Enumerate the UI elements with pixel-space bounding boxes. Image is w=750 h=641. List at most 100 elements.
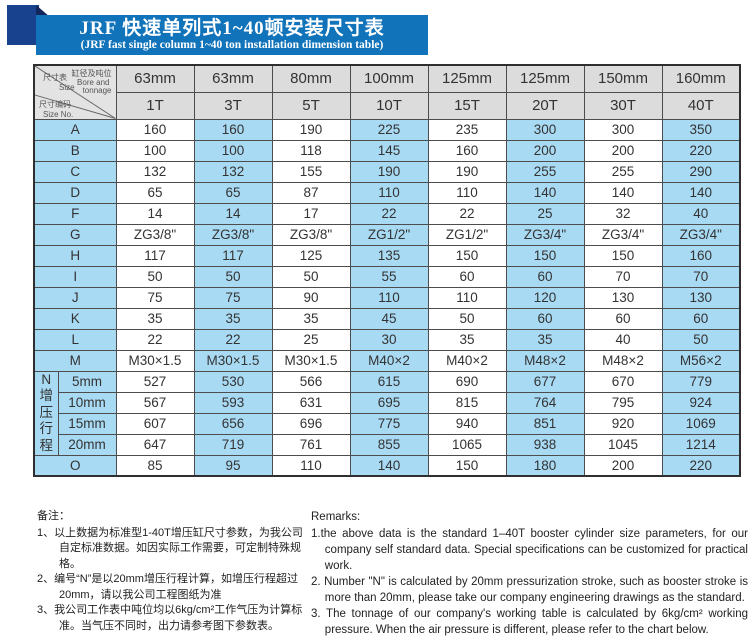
table-row: 20mm 647 719 761 855 1065 938 1045 1214 [34,433,741,456]
table-cell: 140 [505,181,585,204]
table-cell: 150 [583,244,663,267]
bore-header-cell: 63mm [115,64,195,93]
row-label: H [33,244,117,267]
table-cell: 65 [193,181,273,204]
table-cell: 60 [583,307,663,330]
tonnage-header-cell: 40T [661,91,741,120]
table-cell: 125 [271,244,351,267]
table-cell: 50 [427,307,507,330]
table-corner-header: 尺寸表 Size 缸径及吨位 Bore and tonnage 尺寸编码 Siz… [33,64,117,120]
table-cell: 40 [583,328,663,351]
table-cell: 160 [427,139,507,162]
table-cell: 32 [583,202,663,225]
row-label: B [33,139,117,162]
table-cell: M30×1.5 [193,349,273,372]
table-row: O 85 95 110 140 150 180 200 220 [33,454,741,477]
table-cell: ZG3/8" [115,223,195,246]
table-cell: 132 [115,160,195,183]
table-cell: 160 [115,118,195,141]
table-cell: 45 [349,307,429,330]
table-cell: 255 [505,160,585,183]
table-cell: 190 [427,160,507,183]
table-cell: 607 [115,412,195,435]
table-cell: 300 [505,118,585,141]
table-cell: 350 [661,118,741,141]
row-label: O [33,454,117,477]
table-cell: 50 [271,265,351,288]
table-cell: 117 [115,244,195,267]
n-stroke-label: 15mm [57,412,117,435]
table-cell: 719 [193,433,273,456]
table-cell: 200 [583,454,663,477]
table-cell: 180 [505,454,585,477]
n-stroke-label: 10mm [57,391,117,414]
table-cell: 160 [661,244,741,267]
table-cell: 35 [505,328,585,351]
table-cell: 75 [115,286,195,309]
table-cell: 761 [271,433,351,456]
table-cell: M56×2 [661,349,741,372]
table-cell: 110 [271,454,351,477]
table-cell: 566 [271,370,351,393]
table-cell: 647 [115,433,195,456]
n-block-vertical-char: 压 [39,404,54,420]
table-row: A 160 160 190 225 235 300 300 350 [33,118,741,141]
table-cell: 779 [661,370,741,393]
row-label: A [33,118,117,141]
tonnage-header-cell: 5T [271,91,351,120]
tonnage-header-cell: 3T [193,91,273,120]
table-cell: 70 [661,265,741,288]
table-cell: 567 [115,391,195,414]
corner-label-bore-en2: tonnage [82,86,112,95]
table-row: 15mm 607 656 696 775 940 851 920 1069 [34,412,741,435]
tonnage-header-cell: 1T [115,91,195,120]
n-block-vertical-char: 程 [39,437,54,453]
table-row: I 50 50 50 55 60 60 70 70 [33,265,741,288]
table-cell: 530 [193,370,273,393]
n-block-vertical-char: 行 [39,421,54,437]
row-label: G [33,223,117,246]
table-cell: 55 [349,265,429,288]
table-cell: 150 [427,244,507,267]
n-stroke-label: 5mm [57,370,117,393]
note-item: 2、编号“N”是以20mm增压行程计算，如增压行程超过20mm，请以我公司工程图… [37,573,298,601]
table-cell: 22 [349,202,429,225]
notes-en-list: 1.the above data is the standard 1–40T b… [311,526,748,638]
table-row: J 75 75 90 110 110 120 130 130 [33,286,741,309]
n-stroke-label: 20mm [57,433,117,456]
notes-zh-heading: 备注： [37,510,70,522]
row-label: C [33,160,117,183]
table-cell: 775 [349,412,429,435]
table-cell: M40×2 [349,349,429,372]
table-cell: 938 [505,433,585,456]
table-cell: 100 [115,139,195,162]
table-cell: 140 [349,454,429,477]
table-cell: 110 [427,286,507,309]
table-cell: 35 [115,307,195,330]
table-cell: 225 [349,118,429,141]
table-cell: 75 [193,286,273,309]
table-body: A 160 160 190 225 235 300 300 350 B 100 100 118 145 16… [33,118,741,477]
table-cell: 851 [505,412,585,435]
bore-header-cell: 160mm [661,64,741,93]
table-cell: 14 [115,202,195,225]
table-cell: 631 [271,391,351,414]
table-cell: 145 [349,139,429,162]
table-cell: 190 [271,118,351,141]
table-cell: 60 [505,307,585,330]
row-label: L [33,328,117,351]
tonnage-header-row: 1T 3T 5T 10T 15T 20T 30T 40T [34,91,741,120]
table-cell: 110 [349,181,429,204]
table-cell: 50 [115,265,195,288]
dimension-table: 尺寸表 Size 缸径及吨位 Bore and tonnage 尺寸编码 Siz… [33,64,741,477]
table-row: B 100 100 118 145 160 200 200 220 [33,139,741,162]
table-cell: 695 [349,391,429,414]
table-cell: 690 [427,370,507,393]
table-cell: 30 [349,328,429,351]
table-cell: 920 [583,412,663,435]
table-row: M M30×1.5 M30×1.5 M30×1.5 M40×2 M40×2 M48×2 M48… [33,349,741,372]
table-cell: 25 [271,328,351,351]
table-cell: 22 [427,202,507,225]
table-cell: ZG3/4" [583,223,663,246]
tonnage-header-cell: 10T [349,91,429,120]
